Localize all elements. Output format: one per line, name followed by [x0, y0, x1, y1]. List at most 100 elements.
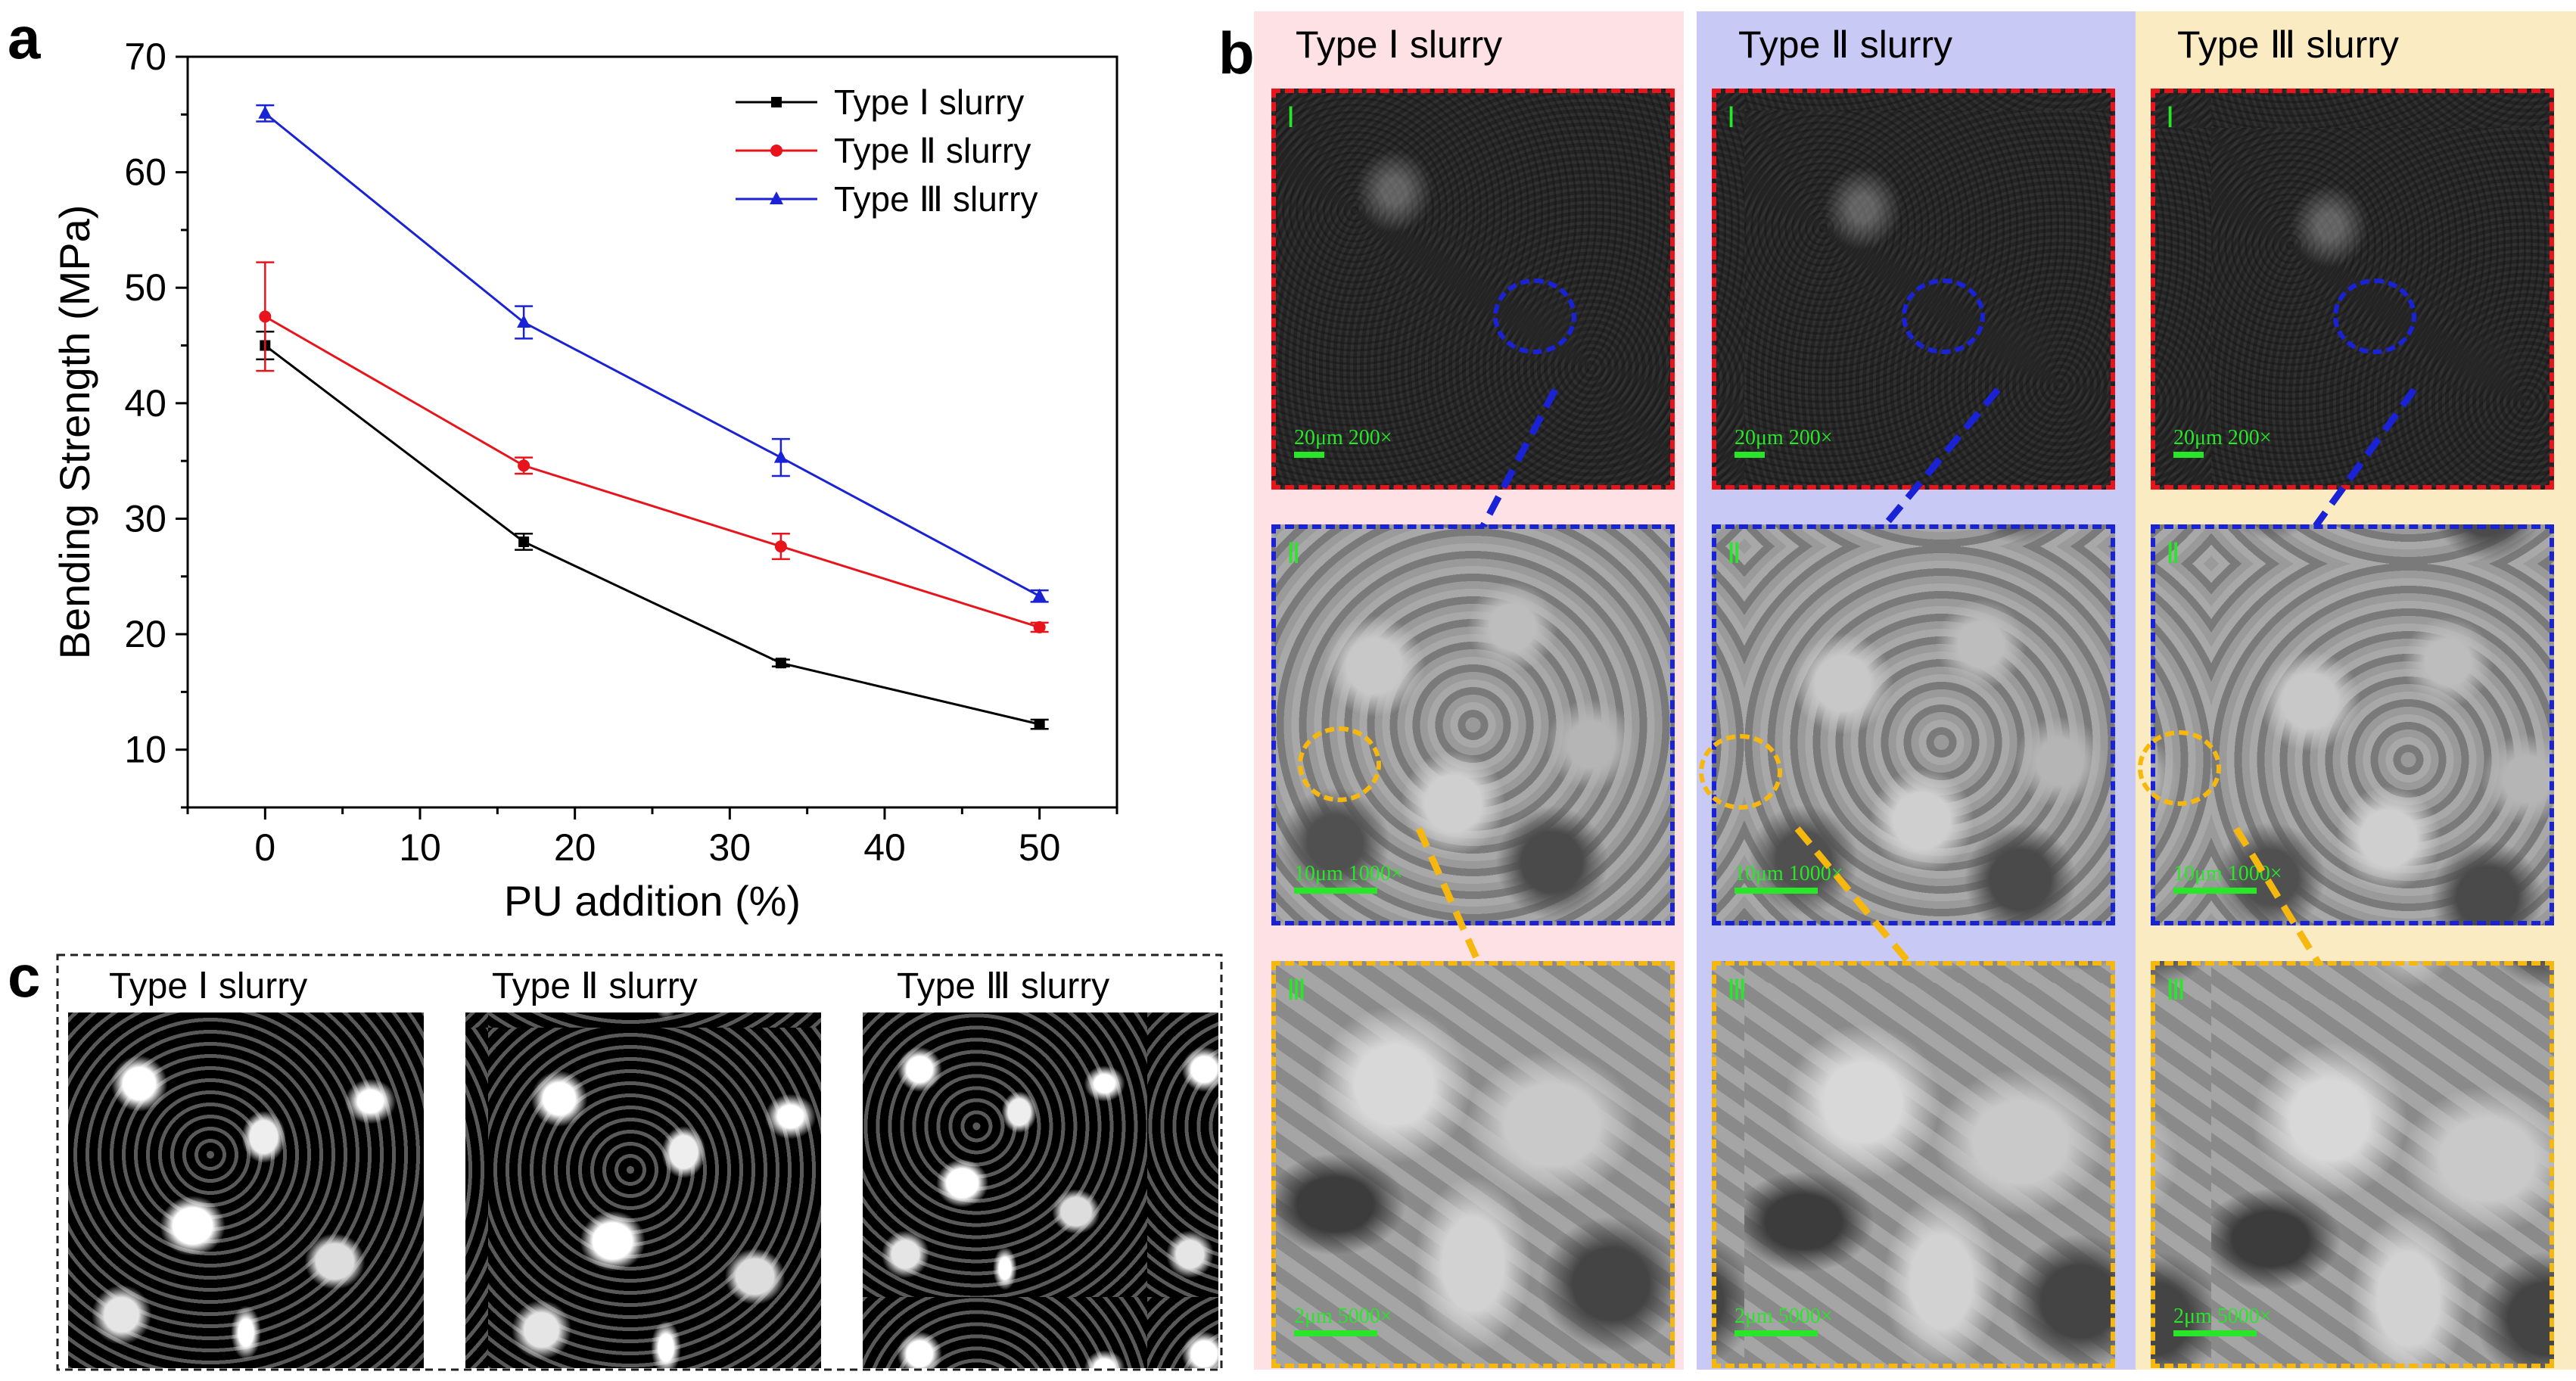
scale-bar-line	[2173, 452, 2204, 458]
sem-image-type-3-row-2: Ⅱ 10μm 1000×	[2151, 524, 2554, 925]
zoom-region-circle-blue	[2333, 278, 2416, 354]
data-point-circle	[770, 145, 782, 157]
y-tick-label: 60	[124, 151, 166, 194]
sem-row-label: Ⅲ	[2166, 975, 2186, 1006]
scale-bar-line	[2173, 1330, 2257, 1336]
sem-row-label: Ⅱ	[1727, 538, 1741, 570]
binary-image-type-1	[68, 1012, 424, 1368]
scale-bar: 2μm 5000×	[2173, 1305, 2272, 1336]
binary-title-type-3: Type Ⅲ slurry	[897, 966, 1110, 1006]
y-axis-label: Bending Strength (MPa)	[51, 205, 98, 660]
column-title-type-2: Type Ⅱ slurry	[1738, 23, 1953, 66]
column-title-type-1: Type Ⅰ slurry	[1296, 23, 1503, 66]
series-1	[256, 330, 1049, 730]
sem-image-type-3-row-3: Ⅲ 2μm 5000×	[2151, 961, 2554, 1368]
x-tick-label: 0	[254, 826, 275, 869]
scale-bar-line	[1734, 1330, 1818, 1336]
data-point-circle	[774, 540, 787, 553]
x-axis-label: PU addition (%)	[504, 877, 801, 925]
series-2	[256, 261, 1049, 633]
scale-bar-label: 20μm 200×	[1734, 426, 1833, 449]
panel-label-a: a	[8, 5, 41, 71]
y-tick-label: 30	[124, 497, 166, 540]
scale-bar-label: 10μm 1000×	[1734, 862, 1843, 885]
legend: Type Ⅰ slurry Type Ⅱ slurry Type Ⅲ slurry	[736, 82, 1038, 219]
data-point-triangle	[517, 315, 531, 328]
scale-bar: 20μm 200×	[1294, 426, 1392, 458]
sem-image-type-1-row-2: Ⅱ 10μm 1000×	[1271, 524, 1675, 925]
scale-bar-line	[1294, 888, 1377, 894]
series-3	[256, 104, 1049, 603]
sem-row-label: Ⅰ	[1727, 102, 1736, 134]
x-tick-label: 50	[1019, 826, 1061, 869]
sem-row-label: Ⅰ	[1286, 102, 1296, 134]
scale-bar-label: 2μm 5000×	[2173, 1305, 2272, 1328]
y-tick-label: 50	[124, 266, 166, 309]
y-tick-label: 10	[124, 729, 166, 771]
zoom-region-circle-yellow	[1699, 734, 1782, 810]
data-point-triangle	[773, 449, 788, 463]
data-point-triangle	[770, 191, 783, 204]
scale-bar-line	[1734, 452, 1765, 458]
legend-entry-2: Type Ⅱ slurry	[736, 131, 1031, 170]
binary-image-type-3	[863, 1012, 1218, 1368]
scale-bar: 2μm 5000×	[1294, 1305, 1392, 1336]
data-point-square	[775, 658, 786, 669]
data-point-triangle	[258, 105, 272, 119]
sem-row-label: Ⅱ	[1286, 538, 1301, 570]
scale-bar: 20μm 200×	[1734, 426, 1833, 458]
data-point-circle	[518, 459, 530, 472]
sem-image-type-2-row-3: Ⅲ 2μm 5000×	[1712, 961, 2115, 1368]
scale-bar-label: 10μm 1000×	[1294, 862, 1403, 885]
scale-bar-label: 2μm 5000×	[1734, 1305, 1833, 1328]
zoom-region-circle-yellow	[1298, 726, 1381, 802]
legend-entry-3: Type Ⅲ slurry	[736, 179, 1038, 219]
x-tick-label: 30	[709, 826, 751, 869]
scale-bar-label: 2μm 5000×	[1294, 1305, 1392, 1328]
scale-bar-line	[1294, 1330, 1377, 1336]
data-point-circle	[1033, 621, 1046, 633]
legend-label: Type Ⅲ slurry	[834, 179, 1038, 219]
data-point-square	[518, 536, 530, 547]
column-title-type-3: Type Ⅲ slurry	[2177, 23, 2399, 66]
legend-label: Type Ⅱ slurry	[834, 131, 1031, 170]
panel-label-b: b	[1218, 20, 1255, 86]
panel-label-c: c	[8, 943, 41, 1009]
sem-row-label: Ⅱ	[2166, 538, 2180, 570]
series-layer	[256, 104, 1049, 730]
x-tick-label: 40	[863, 826, 906, 869]
scale-bar: 20μm 200×	[2173, 426, 2272, 458]
legend-label: Type Ⅰ slurry	[834, 82, 1024, 122]
series-line	[264, 112, 1041, 598]
scale-bar-line	[1294, 452, 1324, 458]
zoom-region-circle-blue	[1902, 278, 1985, 354]
y-tick-label: 40	[124, 382, 166, 425]
data-point-triangle	[1032, 588, 1047, 602]
sem-row-label: Ⅲ	[1727, 975, 1747, 1006]
binary-title-type-2: Type Ⅱ slurry	[492, 966, 698, 1006]
data-point-square	[771, 97, 782, 107]
scale-bar-label: 20μm 200×	[1294, 426, 1392, 449]
sem-row-label: Ⅰ	[2166, 102, 2175, 134]
scale-bar-line	[2173, 888, 2257, 894]
scale-bar: 10μm 1000×	[2173, 862, 2282, 894]
binary-image-type-2	[465, 1012, 821, 1368]
scale-bar: 10μm 1000×	[1734, 862, 1843, 894]
legend-entry-1: Type Ⅰ slurry	[736, 82, 1024, 122]
scale-bar: 10μm 1000×	[1294, 862, 1403, 894]
data-point-square	[1034, 719, 1045, 730]
sem-image-type-2-row-1: Ⅰ 20μm 200×	[1712, 89, 2115, 490]
scale-bar-label: 10μm 1000×	[2173, 862, 2282, 885]
series-line	[264, 316, 1041, 629]
y-tick-label: 20	[124, 613, 166, 655]
sem-image-type-1-row-1: Ⅰ 20μm 200×	[1271, 89, 1675, 490]
scale-bar-line	[1734, 888, 1818, 894]
axis-ticks: 0 10 20 30 40 50 10 20 30 40 50 60 70	[124, 36, 1118, 869]
x-tick-label: 20	[554, 826, 596, 869]
data-point-circle	[259, 310, 272, 323]
x-tick-label: 10	[399, 826, 441, 869]
scale-bar: 2μm 5000×	[1734, 1305, 1833, 1336]
sem-row-label: Ⅲ	[1286, 975, 1307, 1006]
sem-image-type-1-row-3: Ⅲ 2μm 5000×	[1271, 961, 1675, 1368]
